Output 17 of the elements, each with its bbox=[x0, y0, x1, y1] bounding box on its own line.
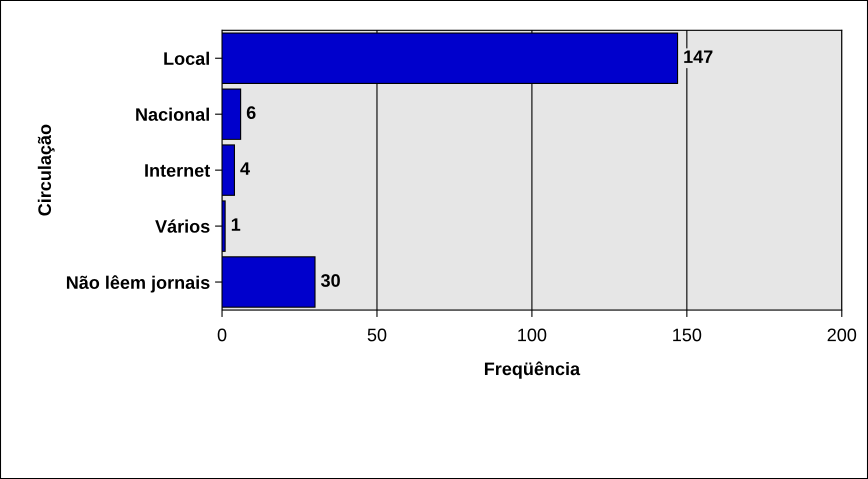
x-tick-label: 0 bbox=[218, 328, 226, 342]
y-tick-label: Internet bbox=[145, 164, 210, 177]
data-label: 30 bbox=[320, 274, 340, 287]
x-tick-label: 100 bbox=[518, 328, 546, 342]
x-tick-label: 200 bbox=[828, 328, 856, 342]
y-tick-label: Local bbox=[164, 52, 209, 65]
data-label: 1 bbox=[232, 218, 240, 231]
x-tick-label: 50 bbox=[368, 328, 386, 342]
data-label: 6 bbox=[246, 106, 256, 120]
x-tick-label: 150 bbox=[673, 328, 702, 342]
y-axis-title: Circulação bbox=[38, 124, 55, 216]
data-label: 147 bbox=[684, 50, 712, 63]
y-tick-label: Vários bbox=[155, 219, 210, 233]
y-tick-label: Não lêem jornais bbox=[66, 275, 210, 293]
x-axis-title: Freqüência bbox=[484, 362, 580, 379]
data-label: 4 bbox=[240, 162, 250, 175]
y-tick-label: Nacional bbox=[136, 108, 209, 121]
